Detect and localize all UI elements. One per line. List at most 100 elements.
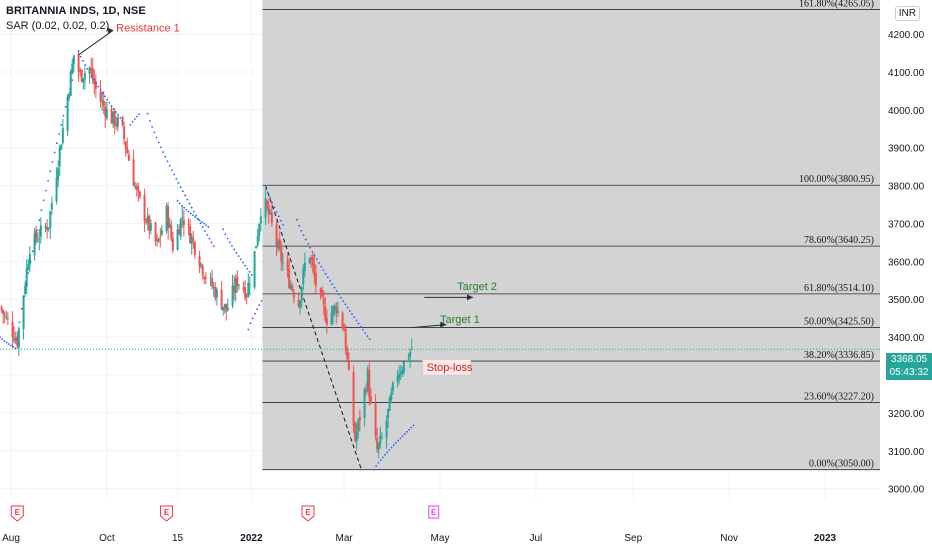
sar-dot [160, 146, 162, 149]
candle-body [27, 264, 30, 270]
candle-body [168, 223, 171, 228]
sar-dot [12, 346, 15, 348]
sar-dot [184, 194, 187, 197]
candle-body [253, 251, 256, 288]
candle-body [138, 191, 141, 197]
sar-dot [403, 433, 406, 435]
candle-body [179, 218, 182, 237]
candle-body [388, 397, 391, 411]
candle-body [234, 278, 237, 293]
sar-dot [182, 190, 184, 193]
sar-dot [185, 208, 188, 211]
candle-body [236, 276, 239, 286]
target-2-label: Target 2 [457, 281, 497, 293]
sar-dot [60, 123, 63, 126]
price-tick-label: 3200.00 [888, 409, 925, 420]
candle-body [137, 186, 140, 191]
candle-body [33, 232, 36, 255]
candle-body [346, 348, 349, 360]
candle-body [79, 70, 82, 73]
sar-dot [1, 338, 4, 341]
sar-dot [231, 245, 233, 247]
sar-dot [282, 223, 285, 226]
candle-body [231, 285, 234, 306]
candle-body [181, 217, 184, 219]
sar-dot [16, 338, 19, 340]
sar-dot [335, 290, 338, 292]
candle-body [354, 423, 357, 441]
currency-badge[interactable]: INR [894, 6, 920, 21]
sar-dot [7, 343, 10, 345]
candle-body [66, 97, 69, 131]
sar-dot [266, 191, 269, 194]
candle-body [352, 371, 355, 426]
sar-dot [186, 198, 189, 201]
sar-dot [64, 105, 67, 108]
sar-dot [364, 332, 367, 334]
candle-body [267, 205, 270, 216]
time-tick-label: Nov [720, 533, 738, 544]
candle-body [237, 284, 240, 286]
candle-body [245, 295, 248, 297]
candle-body [409, 351, 412, 358]
candle-body [380, 437, 383, 439]
sar-dot [296, 218, 298, 221]
sar-dot [206, 233, 209, 236]
sar-dot [25, 283, 27, 286]
candle-body [308, 258, 311, 263]
candle-body [127, 154, 130, 161]
candle-body [299, 300, 302, 308]
time-tick-label: Oct [99, 533, 115, 544]
candle-body [39, 225, 42, 237]
candle-body [68, 94, 71, 99]
sar-dot [318, 262, 320, 264]
candle-body [376, 437, 379, 450]
candle-body [104, 106, 107, 117]
candle-body [57, 168, 60, 180]
earnings-marker-box [301, 505, 315, 522]
sar-dot [199, 222, 202, 225]
sar-dot [84, 64, 87, 66]
sar-dot [235, 251, 238, 254]
candle-body [391, 382, 394, 392]
candle-body [341, 312, 344, 329]
candle-body [291, 286, 294, 291]
sar-dot [346, 306, 349, 309]
candle-body [58, 147, 61, 167]
candles [0, 50, 413, 459]
candle-body [24, 286, 27, 294]
candle-body [410, 348, 413, 350]
fibonacci-retracement: 0.00%(3050.00) 23.60%(3227.20) 38.20%(3336… [262, 0, 880, 471]
candle-body [171, 238, 174, 251]
candle-body [143, 195, 146, 222]
candle-body [149, 223, 152, 231]
sar-dot [95, 82, 98, 85]
sar-dot [153, 131, 156, 134]
sar-dot [307, 242, 309, 245]
candle-body [390, 392, 393, 400]
candle-body [94, 81, 97, 89]
candle-body [165, 205, 168, 231]
time-tick-label: 15 [172, 533, 184, 544]
sar-dot [377, 461, 380, 464]
earnings-marker: E [428, 505, 440, 519]
stoploss-label: Stop-loss [427, 362, 473, 374]
candle-body [258, 223, 261, 236]
time-axis: Aug Oct 15 2022 Mar May Jul Sep Nov 2023 [0, 526, 880, 550]
candle-body [277, 242, 280, 249]
sar-dot [342, 300, 345, 302]
time-tick-label: May [431, 533, 450, 544]
sar-dot [244, 264, 247, 267]
sar-dot [357, 322, 360, 325]
candle-body [233, 285, 236, 293]
candle-body [223, 304, 226, 308]
candle-body [321, 289, 324, 297]
candle-body [22, 296, 25, 330]
candle-body [6, 318, 9, 320]
sar-dot [5, 341, 8, 344]
candle-body [36, 240, 39, 242]
sar-dot [168, 164, 171, 167]
candle-body [170, 225, 173, 239]
sar-dot [88, 71, 91, 74]
